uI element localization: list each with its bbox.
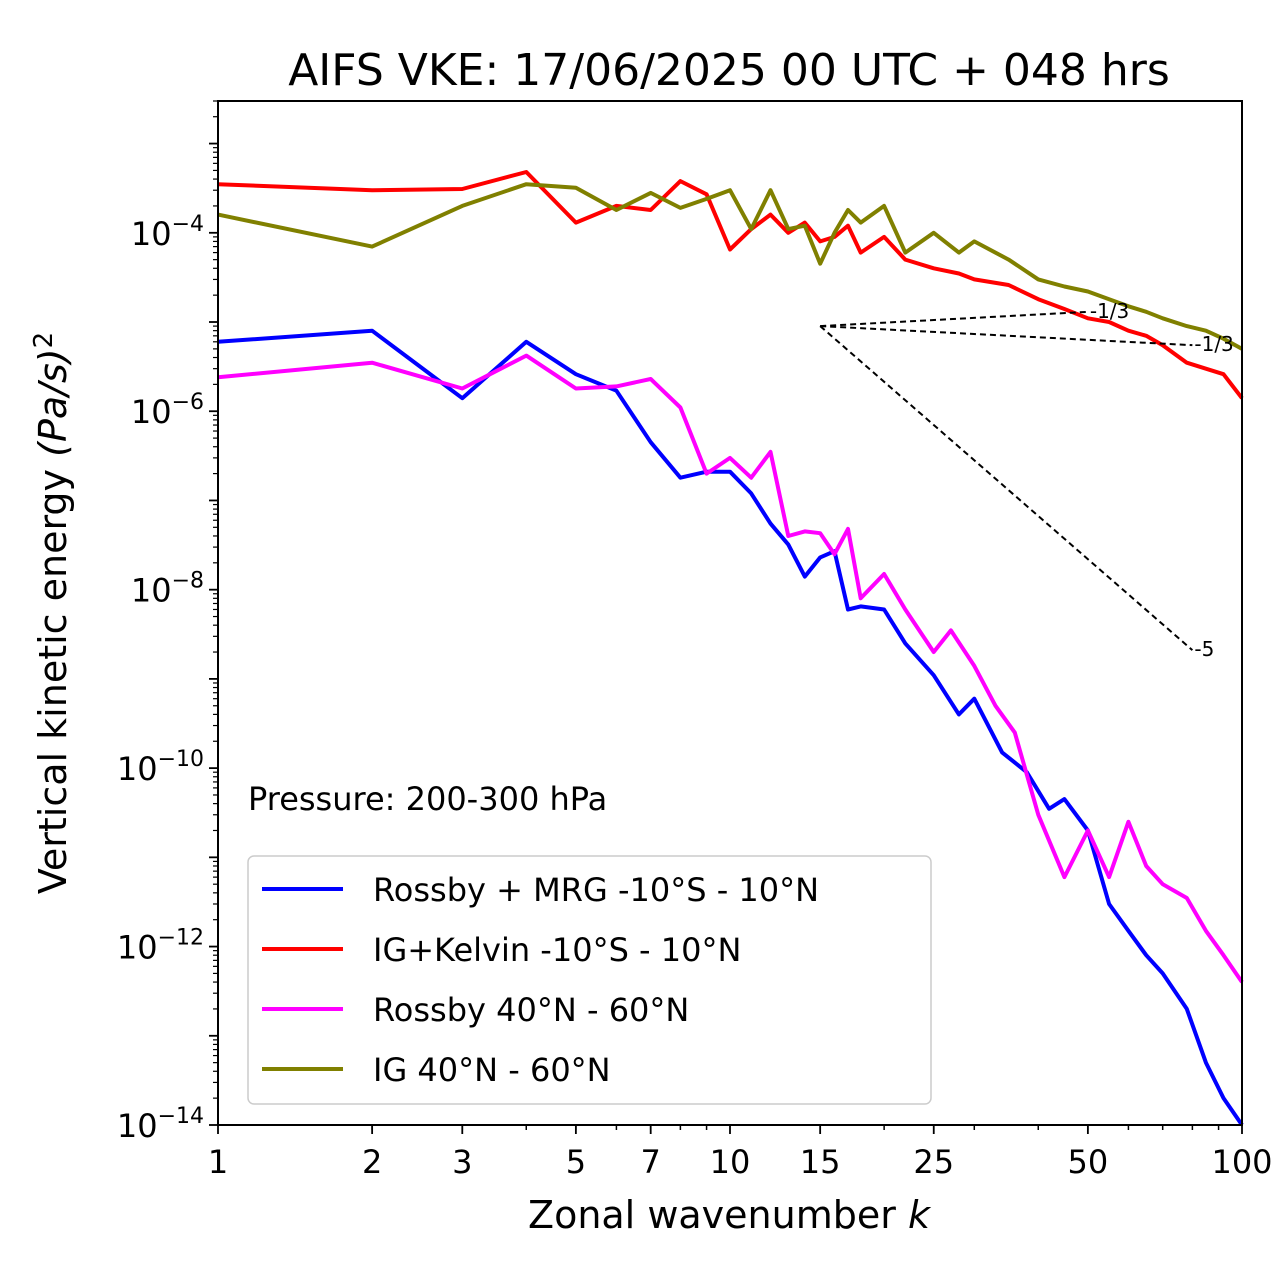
y-tick-label: 10−8 — [131, 569, 204, 610]
y-tick-base: 10 — [117, 929, 158, 967]
x-tick-label: 25 — [913, 1143, 954, 1181]
x-tick-label: 50 — [1068, 1143, 1109, 1181]
x-tick-label: 7 — [641, 1143, 661, 1181]
y-axis-label: Vertical kinetic energy (Pa/s)2 — [29, 332, 75, 894]
plot-area: -1/3 -1/3 -5 — [217, 100, 1244, 1127]
x-tick-label: 10 — [710, 1143, 751, 1181]
reference-line-0 — [820, 310, 1088, 328]
y-tick-base: 10 — [117, 1107, 158, 1145]
legend-frame — [247, 855, 932, 1105]
y-tick-label: 10−10 — [117, 747, 204, 788]
y-tick-label: 10−12 — [117, 926, 204, 967]
series-line-3 — [217, 182, 1243, 351]
y-tick-exponent: −8 — [172, 569, 204, 594]
series-line-0 — [217, 328, 1244, 1127]
legend: Rossby + MRG -10°S - 10°N IG+Kelvin -10°S… — [247, 855, 932, 1105]
legend-label-1: IG+Kelvin -10°S - 10°N — [373, 931, 741, 969]
y-tick-exponent: −6 — [172, 390, 204, 415]
legend-label-0: Rossby + MRG -10°S - 10°N — [373, 871, 819, 909]
y-tick-base: 10 — [131, 393, 172, 431]
x-tick-label: 5 — [566, 1143, 586, 1181]
y-tick-base: 10 — [131, 215, 172, 253]
reference-line-label-0: -1/3 — [1090, 299, 1129, 323]
y-axis-label-symbol: (Pa/s) — [31, 348, 75, 456]
y-axis-label-text: Vertical kinetic energy — [31, 469, 75, 894]
y-tick-label: 10−6 — [131, 390, 204, 431]
series-line-2 — [217, 353, 1244, 984]
pressure-annotation: Pressure: 200-300 hPa — [248, 780, 607, 818]
y-tick-label: 10−4 — [131, 212, 204, 253]
legend-entries: Rossby + MRG -10°S - 10°N IG+Kelvin -10°S… — [262, 871, 819, 1089]
reference-lines: -1/3 -1/3 -5 — [819, 299, 1234, 661]
x-axis: 1 2 3 5 7 10 15 25 50 100 — [208, 1125, 1273, 1181]
chart-title: AIFS VKE: 17/06/2025 00 UTC + 048 hrs — [288, 45, 1170, 96]
x-tick-label: 2 — [362, 1143, 382, 1181]
reference-line-2 — [819, 325, 1194, 651]
reference-line-1 — [820, 325, 1193, 347]
y-tick-exponent: −10 — [158, 747, 204, 772]
x-axis-label: Zonal wavenumber k — [528, 1193, 932, 1237]
x-tick-label: 1 — [208, 1143, 228, 1181]
y-tick-label: 10−14 — [117, 1104, 204, 1145]
x-axis-label-text: Zonal wavenumber — [528, 1193, 896, 1237]
y-tick-exponent: −12 — [158, 926, 204, 951]
series-layer — [217, 170, 1244, 1127]
reference-line-label-1: -1/3 — [1194, 332, 1233, 356]
legend-label-2: Rossby 40°N - 60°N — [373, 991, 689, 1029]
legend-label-3: IG 40°N - 60°N — [373, 1051, 611, 1089]
y-tick-exponent: −4 — [172, 212, 204, 237]
x-tick-label: 15 — [800, 1143, 841, 1181]
y-tick-exponent: −14 — [158, 1104, 204, 1129]
reference-line-label-2: -5 — [1194, 637, 1214, 661]
series-line-1 — [217, 170, 1244, 400]
x-axis-label-symbol: k — [908, 1193, 932, 1237]
y-axis-label-power: 2 — [29, 332, 59, 349]
x-tick-label: 3 — [452, 1143, 472, 1181]
y-tick-base: 10 — [117, 750, 158, 788]
x-tick-label: 100 — [1211, 1143, 1272, 1181]
y-tick-base: 10 — [131, 572, 172, 610]
